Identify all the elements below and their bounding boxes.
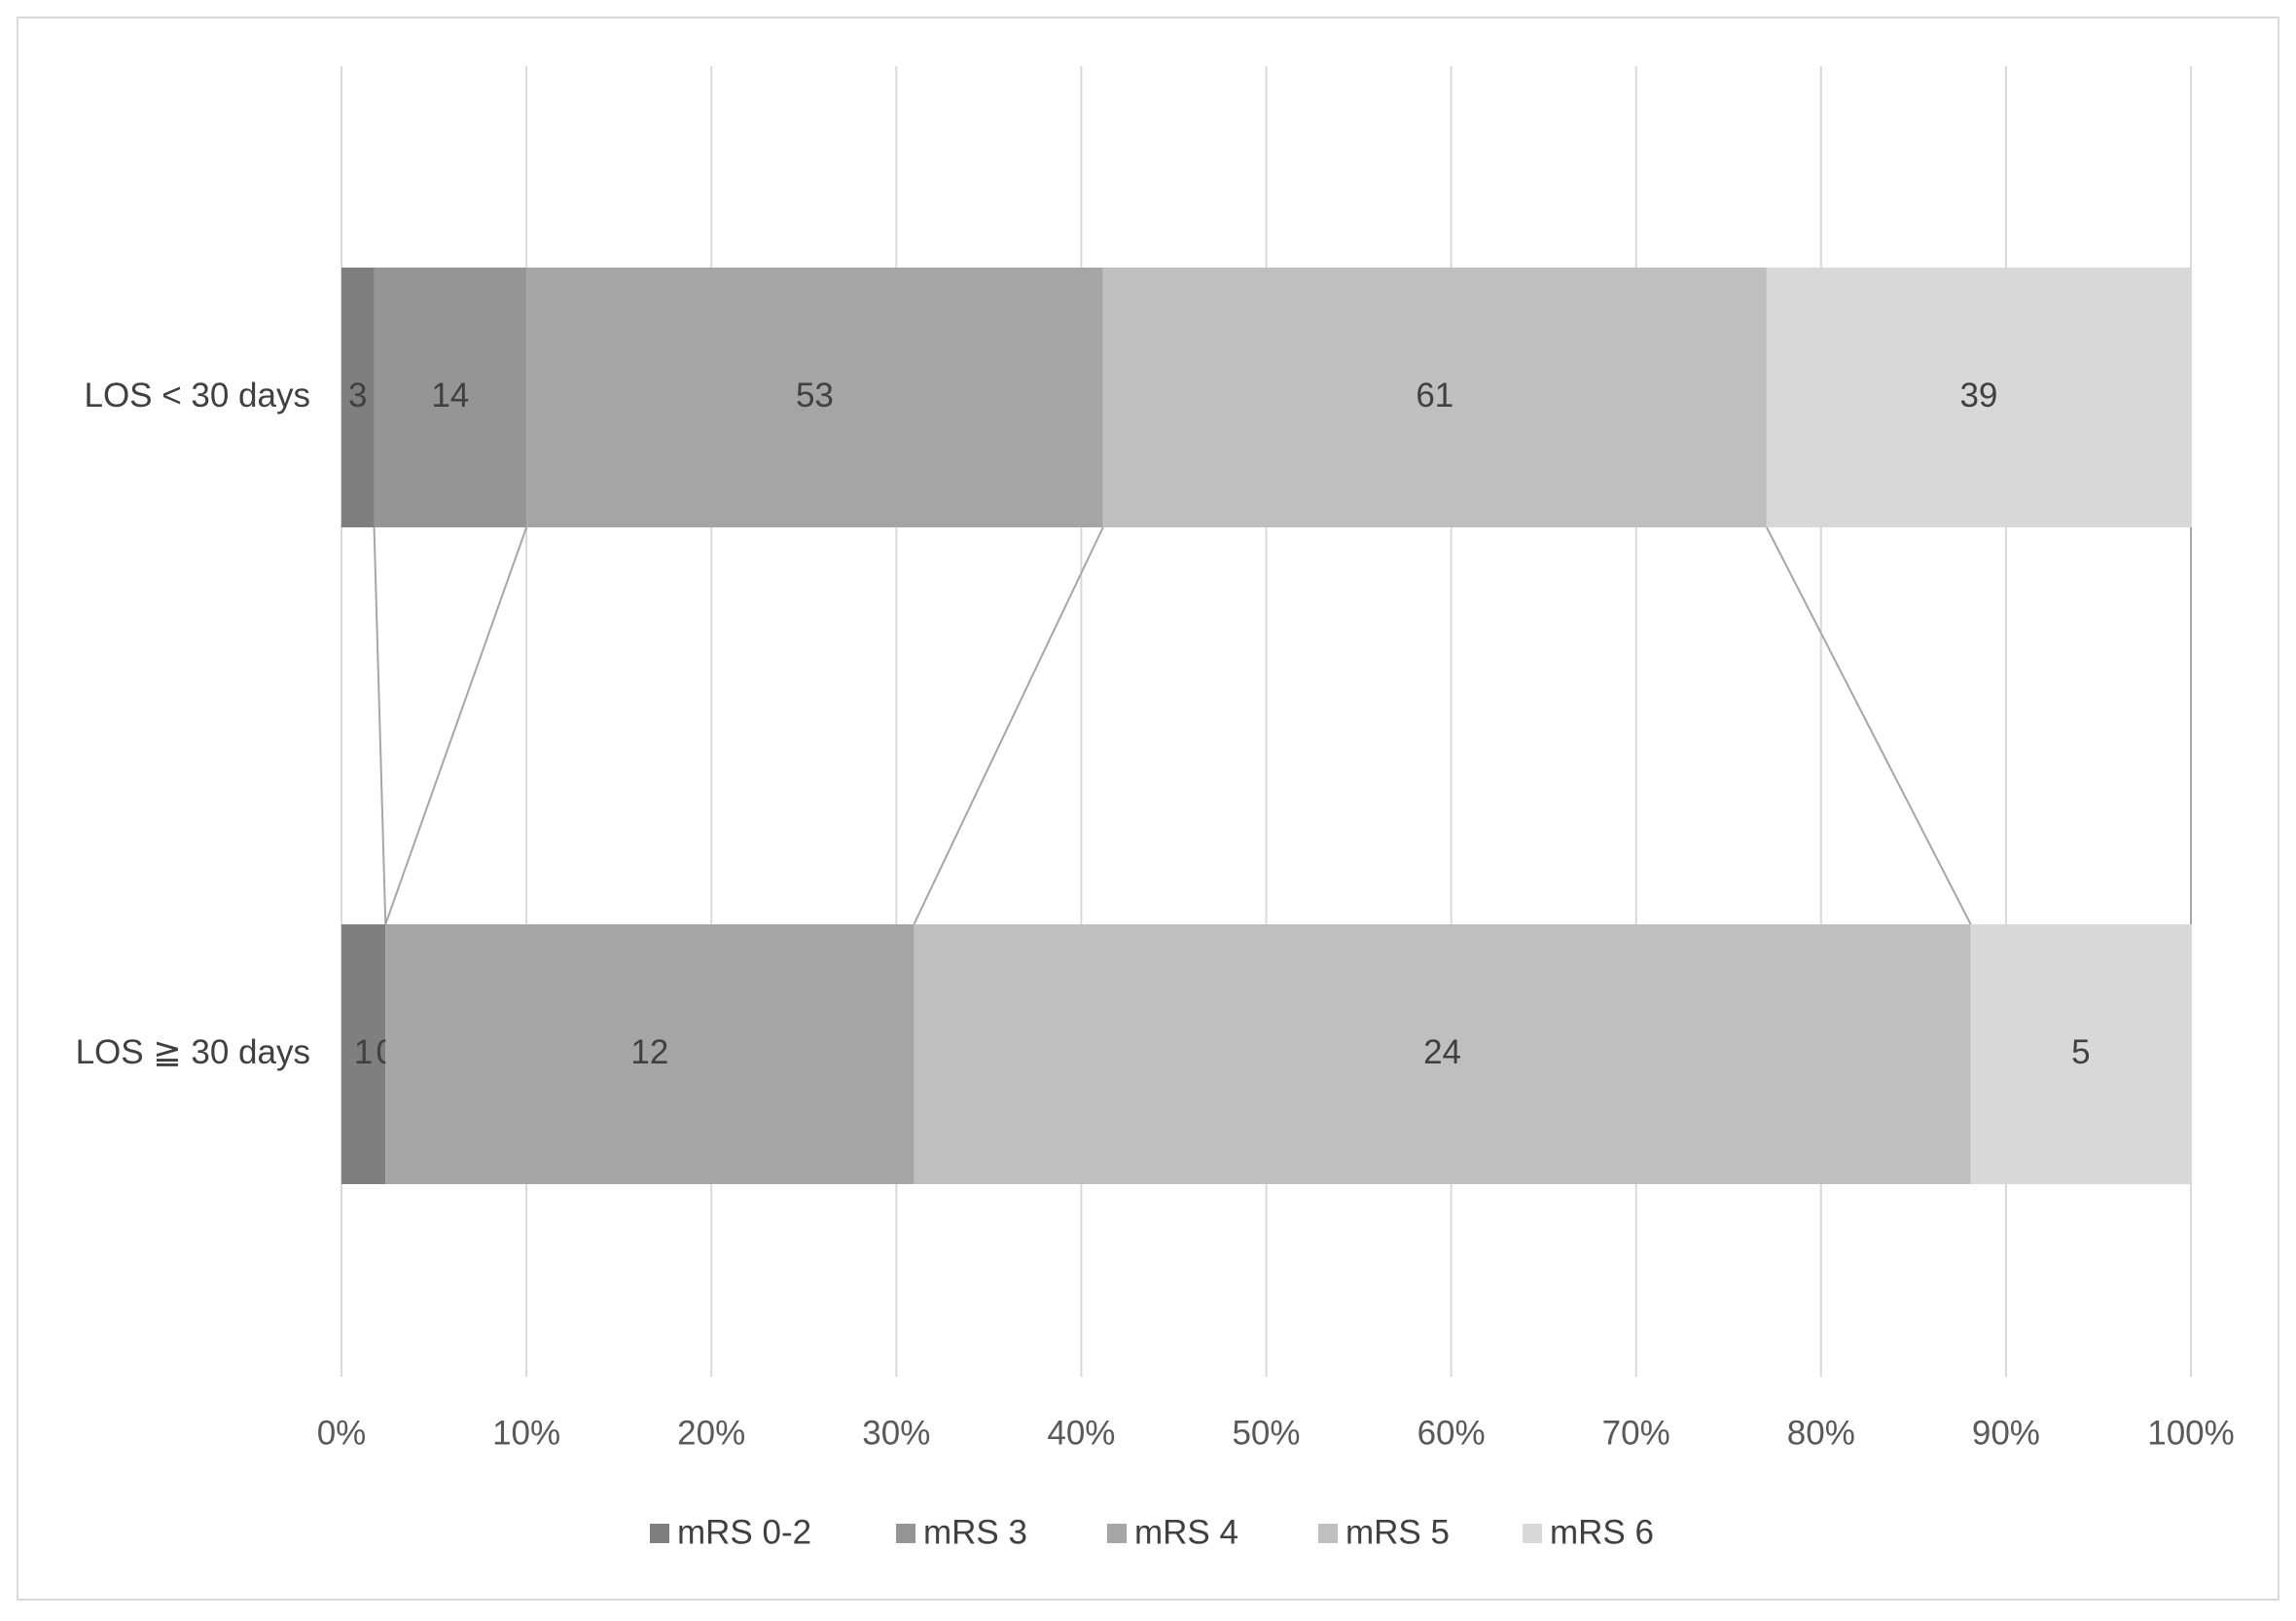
- legend-marker: [1318, 1524, 1338, 1543]
- data-label: 61: [1416, 377, 1453, 414]
- bar-segment: [1102, 268, 1767, 527]
- data-label: 14: [431, 377, 469, 414]
- data-label: 24: [1423, 1033, 1461, 1071]
- bar-segment: [1766, 268, 2191, 527]
- x-tick-label: 20%: [677, 1414, 745, 1452]
- x-tick-label: 30%: [862, 1414, 930, 1452]
- chart-border: [17, 17, 2279, 1601]
- legend-marker: [896, 1524, 915, 1543]
- data-label: 39: [1959, 377, 1997, 414]
- bar-segment: [341, 268, 375, 527]
- bar-segment: [374, 268, 527, 527]
- category-label: LOS ≧ 30 days: [76, 1033, 310, 1071]
- bar-segment: [385, 924, 915, 1184]
- series-line: [384, 526, 528, 925]
- data-label: 5: [2071, 1033, 2090, 1071]
- bar-segment: [526, 268, 1103, 527]
- data-label: 3: [348, 377, 367, 414]
- series-line: [913, 526, 1104, 925]
- legend-label: mRS 6: [1550, 1513, 1654, 1551]
- series-line: [373, 526, 387, 925]
- data-label: 12: [630, 1033, 668, 1071]
- x-tick-label: 0%: [317, 1414, 367, 1452]
- legend-label: mRS 4: [1134, 1513, 1238, 1551]
- x-tick-label: 10%: [492, 1414, 560, 1452]
- legend-marker: [650, 1524, 669, 1543]
- x-tick-label: 100%: [2147, 1414, 2235, 1452]
- bar-segment: [914, 924, 1971, 1184]
- data-label: 53: [796, 377, 834, 414]
- bar-segment: [341, 924, 386, 1184]
- x-tick-label: 50%: [1232, 1414, 1300, 1452]
- series-line: [1765, 526, 1972, 925]
- x-tick-label: 70%: [1602, 1414, 1670, 1452]
- bar-segment: [1970, 924, 2191, 1184]
- x-tick-label: 40%: [1047, 1414, 1115, 1452]
- legend-marker: [1523, 1524, 1542, 1543]
- x-tick-label: 90%: [1972, 1414, 2040, 1452]
- data-label: 1: [354, 1033, 373, 1071]
- category-label: LOS < 30 days: [84, 377, 310, 414]
- x-tick-label: 80%: [1787, 1414, 1855, 1452]
- legend-marker: [1107, 1524, 1127, 1543]
- legend-label: mRS 5: [1345, 1513, 1450, 1551]
- x-tick-label: 60%: [1417, 1414, 1486, 1452]
- legend-label: mRS 3: [923, 1513, 1027, 1551]
- legend-label: mRS 0-2: [677, 1513, 811, 1551]
